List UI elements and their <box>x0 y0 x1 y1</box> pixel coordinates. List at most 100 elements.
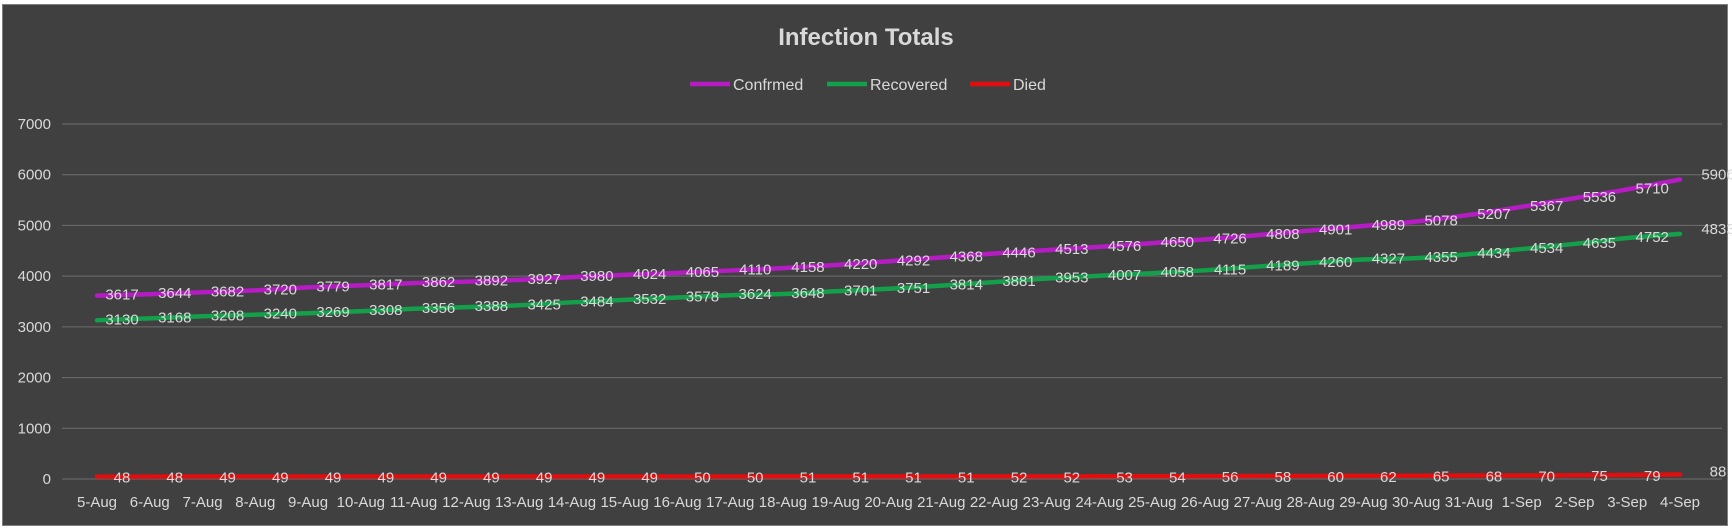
data-label: 4901 <box>1319 221 1352 238</box>
x-tick-label: 24-Aug <box>1075 494 1123 511</box>
data-label: 4650 <box>1161 234 1194 251</box>
data-label: 3682 <box>211 283 244 300</box>
y-tick-label: 0 <box>43 471 51 488</box>
y-tick-label: 1000 <box>18 420 51 437</box>
x-tick-label: 10-Aug <box>337 494 385 511</box>
x-tick-label: 31-Aug <box>1445 494 1493 511</box>
data-label: 3720 <box>264 281 297 298</box>
data-label: 50 <box>747 469 764 486</box>
data-label: 4576 <box>1108 238 1141 255</box>
data-label: 4058 <box>1161 264 1194 281</box>
data-label: 3624 <box>739 286 772 303</box>
data-label: 3927 <box>527 271 560 288</box>
data-label: 3953 <box>1055 270 1088 287</box>
data-label: 3168 <box>158 309 191 326</box>
x-tick-label: 5-Aug <box>77 494 117 511</box>
data-labels: 3617 3644 3682 3720 3779 3817 3862 3892 3927 3980… <box>105 166 1732 486</box>
data-label: 49 <box>483 470 500 487</box>
x-tick-label: 7-Aug <box>183 494 223 511</box>
data-label: 4434 <box>1477 245 1510 262</box>
data-label: 3208 <box>211 307 244 324</box>
data-label: 4808 <box>1266 226 1299 243</box>
data-label: 3308 <box>369 302 402 319</box>
data-label: 3617 <box>105 287 138 304</box>
data-label: 4115 <box>1214 261 1246 278</box>
data-label: 51 <box>905 469 922 486</box>
data-label: 3779 <box>316 278 349 295</box>
y-tick-label: 6000 <box>18 167 51 184</box>
data-label: 4368 <box>950 248 983 265</box>
data-label: 5710 <box>1636 180 1669 197</box>
legend: Confrmed Recovered Died <box>690 77 1046 94</box>
x-axis-ticks: 5-Aug 6-Aug 7-Aug 8-Aug 9-Aug 10-Aug 11-Aug 12-… <box>77 494 1700 511</box>
data-label: 3356 <box>422 300 455 317</box>
y-tick-label: 4000 <box>18 268 51 285</box>
data-label: 49 <box>272 470 289 487</box>
data-label: 3817 <box>369 276 402 293</box>
data-label: 4189 <box>1266 258 1299 275</box>
data-label: 4833 <box>1701 221 1732 238</box>
x-tick-label: 1-Sep <box>1502 494 1542 511</box>
data-label: 48 <box>114 470 131 487</box>
data-label: 62 <box>1380 469 1397 486</box>
data-label: 3648 <box>791 285 824 302</box>
data-label: 4446 <box>1002 245 1035 262</box>
data-label: 5207 <box>1477 206 1510 223</box>
x-tick-label: 26-Aug <box>1181 494 1229 511</box>
legend-label: Confrmed <box>733 77 803 94</box>
data-label: 51 <box>852 469 869 486</box>
x-tick-label: 14-Aug <box>548 494 596 511</box>
x-tick-label: 11-Aug <box>390 494 437 511</box>
data-label: 4534 <box>1530 240 1563 257</box>
data-label: 3980 <box>580 268 613 285</box>
y-axis-ticks: 0 1000 2000 3000 4000 5000 6000 7000 <box>18 116 51 488</box>
data-label: 3532 <box>633 291 666 308</box>
data-label: 54 <box>1169 469 1186 486</box>
y-tick-label: 2000 <box>18 370 51 387</box>
x-tick-label: 9-Aug <box>288 494 328 511</box>
y-tick-label: 3000 <box>18 319 51 336</box>
x-tick-label: 27-Aug <box>1234 494 1282 511</box>
x-tick-label: 20-Aug <box>864 494 912 511</box>
data-label: 5367 <box>1530 198 1563 215</box>
data-label: 4024 <box>633 266 666 283</box>
data-label: 3388 <box>475 298 508 315</box>
legend-label: Recovered <box>870 77 947 94</box>
data-label: 3240 <box>264 306 297 323</box>
data-label: 48 <box>166 470 183 487</box>
x-tick-label: 28-Aug <box>1286 494 1334 511</box>
x-tick-label: 8-Aug <box>235 494 275 511</box>
data-label: 3578 <box>686 289 719 306</box>
y-tick-label: 7000 <box>18 116 51 133</box>
data-label: 79 <box>1644 468 1661 485</box>
series-lines <box>94 177 1683 479</box>
data-label: 5536 <box>1583 189 1616 206</box>
data-label: 3130 <box>105 311 138 328</box>
data-label: 88 <box>1710 464 1727 481</box>
data-label: 4220 <box>844 256 877 273</box>
data-label: 60 <box>1327 469 1344 486</box>
data-label: 4513 <box>1055 241 1088 258</box>
data-label: 4989 <box>1372 217 1405 234</box>
data-label: 49 <box>641 470 658 487</box>
data-label: 52 <box>1011 469 1028 486</box>
data-label: 4327 <box>1372 251 1405 268</box>
x-tick-label: 16-Aug <box>653 494 701 511</box>
x-tick-label: 3-Sep <box>1607 494 1647 511</box>
data-label: 3862 <box>422 274 455 291</box>
data-label: 65 <box>1433 469 1450 486</box>
x-tick-label: 6-Aug <box>130 494 170 511</box>
series-line-recovered <box>94 231 1683 323</box>
data-label: 49 <box>325 470 342 487</box>
legend-label: Died <box>1013 77 1046 94</box>
data-label: 3484 <box>580 293 613 310</box>
x-tick-label: 13-Aug <box>495 494 543 511</box>
x-tick-label: 2-Sep <box>1554 494 1594 511</box>
x-tick-label: 30-Aug <box>1392 494 1440 511</box>
data-label: 49 <box>219 470 236 487</box>
data-label: 58 <box>1275 469 1292 486</box>
series-line-confrmed <box>94 177 1683 298</box>
y-tick-label: 5000 <box>18 217 51 234</box>
data-label: 3425 <box>527 296 560 313</box>
data-label: 3644 <box>158 285 191 302</box>
